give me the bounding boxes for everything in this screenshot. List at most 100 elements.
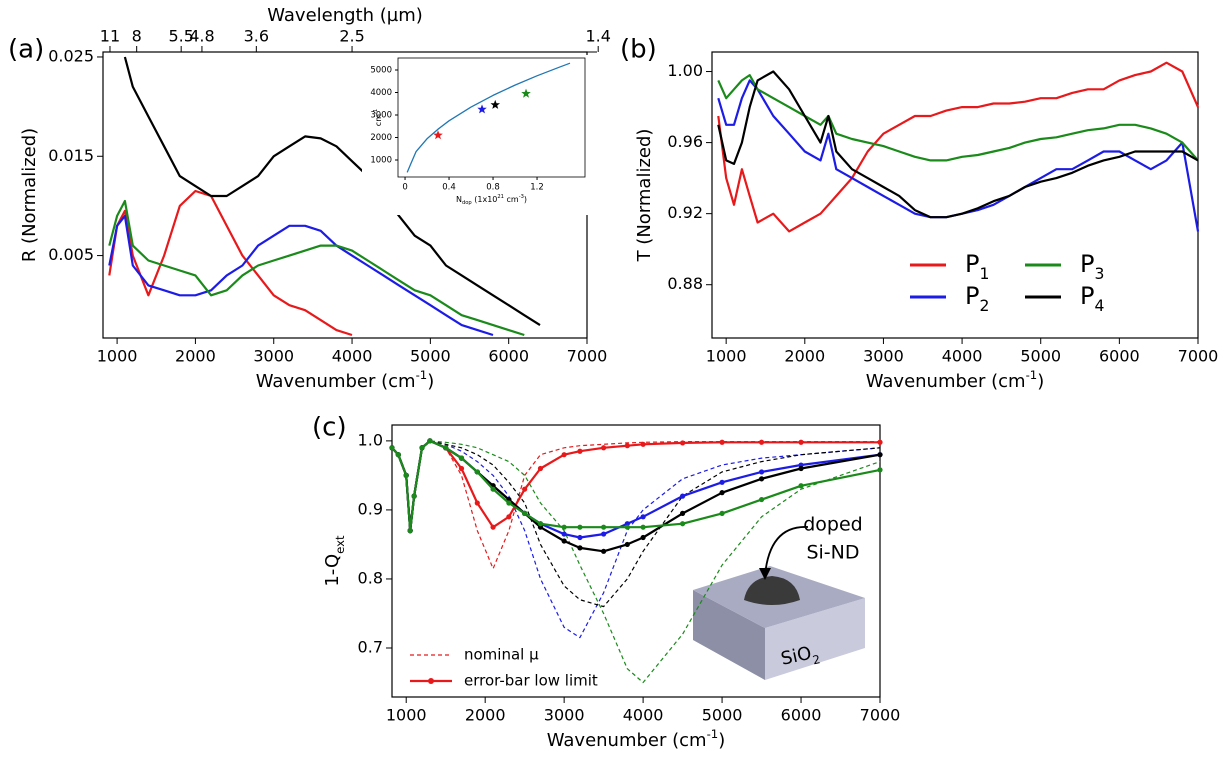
series-marker [640,524,646,530]
substrate-label-part: 2 [811,652,821,667]
x-axis-label-part: (1x10 [472,195,498,204]
y-tick-label: 1.00 [667,61,703,80]
illustration [693,526,865,680]
series-line [391,439,881,532]
y-tick-label: 0.015 [48,146,94,165]
x-axis-label-part: Wavenumber (cm [866,371,1026,392]
panel-label: (a) [8,35,44,65]
substrate-left-face [693,590,765,680]
legend-label-part: P [965,250,979,278]
x-tick-label: 1.2 [530,182,544,192]
y-axis-label-part: T (Normalized) [634,129,655,263]
series-line [108,189,353,337]
y-axis-label: 1-Qext [322,535,347,587]
x2-axis-label-part: Wavelength (µm) [267,5,423,26]
x-tick-label: 5000 [410,346,451,365]
series-marker [443,445,449,451]
series-marker [679,440,686,446]
x-axis-label: Wavenumber (cm-1) [866,368,1045,393]
series-marker [679,521,686,527]
x-tick-label: 0.4 [442,182,456,192]
series-marker [537,521,544,527]
x-tick-label: 4000 [332,346,373,365]
x2-axis-label: Wavelength (µm) [267,5,423,26]
series-marker [601,548,607,554]
x-axis-label-part: dop [462,200,472,206]
y-axis-label-part: 1-Q [322,554,343,587]
series-marker [522,486,528,492]
x-axis-label-part: Wavenumber (cm [256,371,416,392]
arrow [764,526,809,576]
y-tick-label: 0.96 [667,132,703,151]
y-tick-label: 5000 [370,65,392,75]
series-marker [758,496,765,503]
y-tick-label: 0.92 [667,203,703,222]
series-line [717,79,1200,232]
star-point [477,104,487,114]
y-axis-label-part: cm [374,114,383,126]
panel-label: (c) [312,413,347,443]
series-marker [719,510,725,516]
nanodisk [744,576,800,605]
series-marker [561,452,567,458]
y-tick-label: 0.8 [358,568,383,587]
series-marker [403,472,409,478]
panel-label: (b) [620,35,657,65]
inset-background [362,55,592,215]
x-axis-label-part: ) [1037,371,1044,392]
series-marker [798,483,804,489]
series-marker [490,486,496,492]
x-tick-label: 3000 [253,346,294,365]
x2-tick-label: 4.8 [189,27,214,46]
series-marker [427,438,433,444]
series-marker [624,443,630,449]
series-line [717,74,1199,162]
series-marker [577,534,583,541]
x-axis-label: Ndop (1x1021 cm-3) [456,194,527,206]
star-point [490,99,500,109]
series-marker [679,493,686,499]
x-tick-label: 7000 [860,705,901,724]
series-marker [389,445,395,451]
series-line [717,70,1199,219]
y-tick-label: 0.9 [358,499,383,518]
series-marker [577,448,583,454]
plot-frame [397,57,586,178]
series-marker [624,541,630,548]
series-line [123,56,541,327]
series-marker [758,439,765,445]
series-marker [577,524,583,530]
x-axis-label: Wavenumber (cm-1) [256,368,435,393]
x2-tick-label: 3.6 [244,27,269,46]
series-marker [640,514,646,520]
series-marker [522,510,528,516]
series-marker [458,465,465,472]
legend-label-part: P [965,282,979,310]
x-axis-label-part: -1 [416,368,428,382]
x-axis-label-part: -1 [707,727,719,741]
x-axis-label-part: ) [524,195,527,204]
series-marker [474,500,480,506]
series-marker [474,469,480,475]
x-axis-label-part: cm [504,195,519,204]
y-tick-label: 1000 [370,155,392,165]
x-tick-label: 7000 [567,346,608,365]
x-tick-label: 1000 [386,705,427,724]
substrate-right-face [765,598,865,680]
legend-label: P4 [1080,282,1104,315]
x-tick-label: 5000 [1020,346,1061,365]
series-marker [490,524,496,530]
y-tick-label: 4000 [370,88,392,98]
series-marker [601,445,607,451]
x-tick-label: 4000 [942,346,983,365]
x-tick-label: 6000 [1099,346,1140,365]
x-tick-label: 0.8 [486,182,500,192]
x-tick-label: 6000 [488,346,529,365]
series-marker [506,500,512,506]
series-line [717,61,1200,233]
series-marker [577,545,583,551]
series-marker [561,524,567,530]
x-tick-label: 2000 [175,346,216,365]
series-marker [758,476,765,482]
